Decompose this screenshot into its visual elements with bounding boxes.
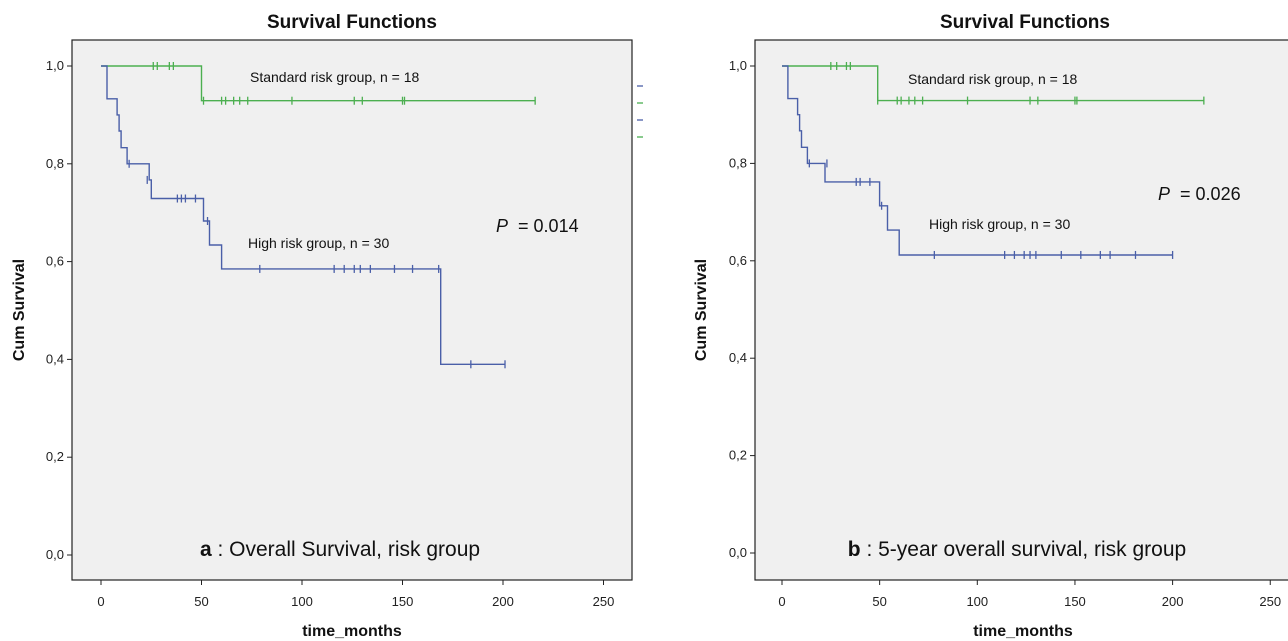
panel-a-x-tick-label: 50 bbox=[194, 594, 208, 609]
panel-b-high-risk-curve bbox=[782, 65, 1173, 256]
panel-b-x-axis-label: time_months bbox=[973, 623, 1073, 640]
panel-b-y-tick-label: 1,0 bbox=[729, 58, 747, 73]
panel-a-y-tick-label: 0,6 bbox=[46, 254, 64, 269]
panel-a-high-risk-curve bbox=[101, 65, 505, 365]
panel-a-standard-risk-label: Standard risk group, n = 18 bbox=[250, 69, 419, 85]
panel-a-x-tick-label: 100 bbox=[291, 594, 313, 609]
panel-a-x-tick-label: 250 bbox=[593, 594, 615, 609]
panel-b-y-tick-label: 0,4 bbox=[729, 350, 747, 365]
panel-a-x-axis-label: time_months bbox=[302, 623, 402, 640]
panel-b-y-axis-label: Cum Survival bbox=[693, 259, 710, 361]
panel-b-x-tick-label: 100 bbox=[966, 594, 988, 609]
panel-b-x-tick-label: 150 bbox=[1064, 594, 1086, 609]
panel-b-caption: b : 5-year overall survival, risk group bbox=[848, 538, 1186, 561]
panel-b-y-tick-label: 0,8 bbox=[729, 155, 747, 170]
panel-b-p-value: P = 0.026 bbox=[1158, 184, 1241, 204]
panel-b-title: Survival Functions bbox=[940, 12, 1110, 33]
panel-a-x-tick-label: 150 bbox=[392, 594, 414, 609]
panel-a-series bbox=[101, 62, 536, 369]
panel-a-plot-area bbox=[71, 39, 633, 581]
panel-a-y-tick-label: 0,4 bbox=[46, 351, 64, 366]
panel-a-caption: a : Overall Survival, risk group bbox=[200, 538, 480, 561]
panel-a-y-tick-label: 1,0 bbox=[46, 58, 64, 73]
panel-b-p-symbol: P bbox=[1158, 184, 1170, 204]
panel-b-x-tick-label: 250 bbox=[1259, 594, 1281, 609]
panel-a-caption-text: : Overall Survival, risk group bbox=[217, 538, 480, 561]
panel-b-standard-risk-label: Standard risk group, n = 18 bbox=[908, 71, 1077, 87]
panel-a: Survival Functions 0,0 0,2 0,4 0,6 0,8 1,0 0 50… bbox=[11, 12, 643, 640]
panel-b-caption-text: : 5-year overall survival, risk group bbox=[866, 538, 1186, 561]
panel-b-caption-letter: b bbox=[848, 538, 861, 561]
panel-b-standard-risk-curve bbox=[782, 65, 1204, 102]
panel-a-x-tick-label: 0 bbox=[97, 594, 104, 609]
panel-b-x-tick-label: 50 bbox=[872, 594, 886, 609]
panel-a-y-axis-label: Cum Survival bbox=[11, 259, 28, 361]
panel-b-y-tick-label: 0,0 bbox=[729, 545, 747, 560]
panel-b: Survival Functions 0,0 0,2 0,4 0,6 0,8 1,0 0 50… bbox=[693, 12, 1288, 640]
panel-a-p-value: P = 0.014 bbox=[496, 216, 579, 236]
panel-b-high-risk-label: High risk group, n = 30 bbox=[929, 216, 1070, 232]
panel-b-series bbox=[782, 62, 1205, 259]
panel-b-y-tick-label: 0,6 bbox=[729, 253, 747, 268]
panel-b-p-number: = 0.026 bbox=[1180, 184, 1241, 204]
panel-a-high-risk-label: High risk group, n = 30 bbox=[248, 235, 389, 251]
panel-a-p-number: = 0.014 bbox=[518, 216, 579, 236]
panel-b-x-tick-label: 0 bbox=[778, 594, 785, 609]
panel-a-y-tick-label: 0,0 bbox=[46, 547, 64, 562]
panel-a-caption-letter: a bbox=[200, 538, 212, 561]
panel-b-y-tick-label: 0,2 bbox=[729, 448, 747, 463]
panel-b-x-tick-label: 200 bbox=[1162, 594, 1184, 609]
panel-a-x-tick-label: 200 bbox=[492, 594, 514, 609]
panel-b-plot-area bbox=[754, 39, 1288, 581]
panel-a-y-tick-label: 0,2 bbox=[46, 449, 64, 464]
panel-a-title: Survival Functions bbox=[267, 12, 437, 33]
panel-a-standard-risk-curve bbox=[101, 65, 536, 102]
panel-a-y-tick-label: 0,8 bbox=[46, 156, 64, 171]
panel-a-p-symbol: P bbox=[496, 216, 508, 236]
panel-b-axes: 0,0 0,2 0,4 0,6 0,8 1,0 0 50 100 150 200 250 bbox=[729, 58, 1281, 609]
panel-a-axes: 0,0 0,2 0,4 0,6 0,8 1,0 0 50 100 150 200 250 bbox=[46, 58, 614, 609]
